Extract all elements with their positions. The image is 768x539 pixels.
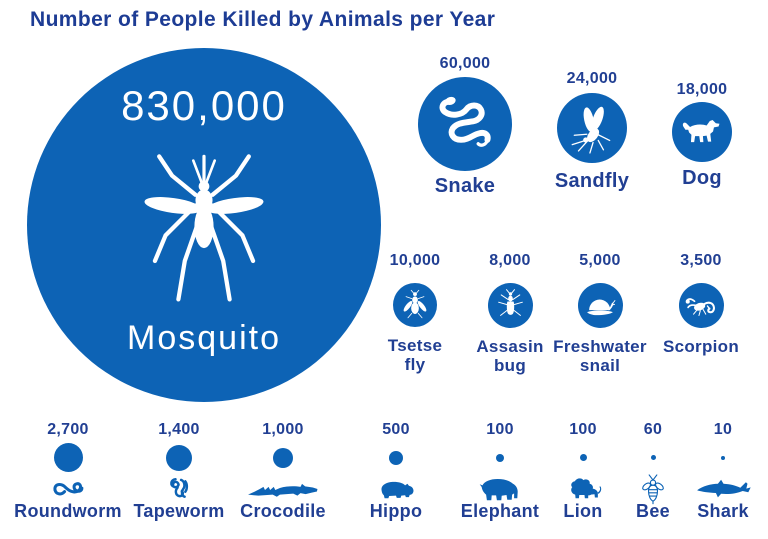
- shark-icon: [696, 479, 751, 498]
- assassin-bug-column: 8,000 Assasin bug: [460, 252, 560, 375]
- freshwater-snail-column: 5,000 Freshwater snail: [548, 252, 652, 375]
- bee-dot: [650, 455, 656, 460]
- crocodile-dot: [273, 447, 293, 468]
- lion-dot: [579, 454, 587, 461]
- sandfly-label: Sandfly: [554, 170, 630, 192]
- snake-icon: [439, 96, 491, 147]
- hippo-column: 500 Hippo: [346, 421, 446, 522]
- elephant-label: Elephant: [460, 501, 540, 521]
- dog-column: 18,000 Dog: [644, 81, 760, 189]
- mosquito-bubble: 830,000 Mosquito: [27, 48, 381, 402]
- bee-label: Bee: [636, 501, 670, 521]
- roundworm-label: Roundworm: [14, 501, 122, 521]
- sandfly-column: 24,000 Sandfly: [532, 70, 652, 192]
- lion-column: 100 Lion: [538, 421, 628, 522]
- crocodile-value: 1,000: [262, 421, 304, 438]
- tapeworm-label: Tapeworm: [133, 501, 225, 521]
- tapeworm-column: 1,400 Tapeworm: [124, 421, 234, 522]
- dog-label: Dog: [682, 167, 722, 189]
- crocodile-label: Crocodile: [240, 501, 326, 521]
- elephant-dot: [496, 453, 504, 462]
- tsetse-fly-icon: [403, 289, 427, 319]
- assassin-bug-icon: [497, 289, 523, 316]
- chart-title: Number of People Killed by Animals per Y…: [30, 8, 496, 31]
- mosquito-icon: [144, 154, 264, 302]
- scorpion-icon: [685, 297, 715, 316]
- scorpion-bubble: [678, 283, 724, 328]
- scorpion-column: 3,500 Scorpion: [651, 252, 751, 357]
- elephant-column: 100 Elephant: [445, 421, 555, 522]
- crocodile-column: 1,000 Crocodile: [228, 421, 338, 522]
- hippo-label: Hippo: [369, 501, 423, 521]
- sandfly-icon: [571, 106, 611, 154]
- freshwater-snail-label: Freshwater snail: [553, 337, 647, 375]
- shark-dot: [721, 455, 725, 460]
- freshwater-snail-icon: [587, 299, 616, 315]
- bee-column: 60 Bee: [613, 421, 693, 522]
- tsetse-fly-column: 10,000 Tsetse fly: [365, 252, 465, 374]
- hippo-dot: [389, 450, 403, 465]
- assassin-bug-label: Assasin bug: [476, 337, 544, 375]
- elephant-icon: [479, 479, 518, 501]
- dog-value: 18,000: [676, 81, 728, 98]
- tsetse-fly-label: Tsetse fly: [387, 336, 443, 374]
- tapeworm-dot: [166, 444, 192, 471]
- lion-value: 100: [569, 421, 597, 438]
- tapeworm-icon: [170, 477, 189, 498]
- snake-bubble: [418, 77, 512, 171]
- shark-column: 10 Shark: [678, 421, 768, 522]
- roundworm-icon: [53, 482, 84, 496]
- sandfly-bubble: [557, 93, 627, 163]
- roundworm-dot: [53, 443, 83, 472]
- lion-label: Lion: [563, 501, 603, 521]
- tsetse-fly-bubble: [393, 283, 437, 327]
- elephant-value: 100: [486, 421, 514, 438]
- hippo-icon: [381, 481, 414, 498]
- freshwater-snail-value: 5,000: [579, 252, 621, 269]
- dog-bubble: [672, 102, 732, 162]
- mosquito-value: 830,000: [121, 82, 287, 129]
- assassin-bug-value: 8,000: [489, 252, 531, 269]
- freshwater-snail-bubble: [577, 283, 623, 328]
- snake-label: Snake: [434, 175, 496, 197]
- crocodile-icon: [248, 483, 318, 497]
- bee-icon: [642, 474, 664, 505]
- snake-value: 60,000: [439, 55, 491, 72]
- mosquito-label: Mosquito: [127, 319, 281, 357]
- hippo-value: 500: [382, 421, 410, 438]
- bee-value: 60: [643, 421, 663, 438]
- sandfly-value: 24,000: [566, 70, 618, 87]
- tsetse-fly-value: 10,000: [389, 252, 441, 269]
- snake-column: 60,000 Snake: [403, 55, 527, 197]
- roundworm-value: 2,700: [47, 421, 89, 438]
- shark-label: Shark: [697, 501, 749, 521]
- scorpion-value: 3,500: [680, 252, 722, 269]
- shark-value: 10: [713, 421, 733, 438]
- scorpion-label: Scorpion: [662, 337, 740, 356]
- roundworm-column: 2,700 Roundworm: [13, 421, 123, 522]
- assassin-bug-bubble: [487, 283, 533, 328]
- dog-icon: [682, 120, 720, 143]
- lion-icon: [571, 478, 602, 499]
- tapeworm-value: 1,400: [158, 421, 200, 438]
